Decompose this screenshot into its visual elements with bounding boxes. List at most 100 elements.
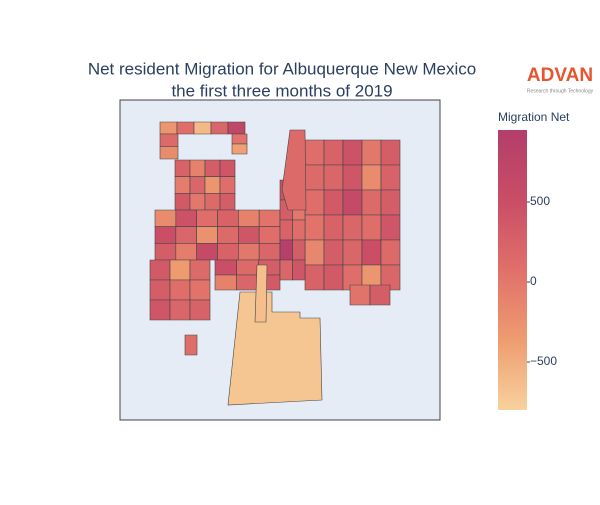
region	[342, 164, 363, 191]
region	[227, 121, 246, 135]
region	[349, 284, 371, 306]
region	[258, 243, 281, 261]
region	[258, 226, 281, 244]
region	[174, 193, 191, 211]
region	[175, 243, 197, 261]
region	[196, 226, 218, 244]
region	[169, 279, 191, 301]
region	[189, 259, 211, 281]
region	[175, 226, 197, 244]
region	[196, 243, 218, 261]
logo: ADVAN	[527, 65, 593, 86]
region	[323, 264, 344, 291]
region	[236, 259, 259, 276]
region	[196, 209, 218, 227]
region	[380, 239, 401, 266]
region	[227, 291, 323, 406]
region	[342, 214, 363, 241]
region	[189, 193, 206, 211]
region	[361, 239, 382, 266]
region	[323, 189, 344, 216]
colorbar-tick-label: 0	[530, 274, 537, 288]
region	[304, 239, 325, 266]
region	[214, 274, 237, 291]
region	[292, 259, 306, 281]
region	[154, 209, 177, 227]
region	[189, 299, 211, 321]
region	[361, 164, 382, 191]
chart-title: the first three months of 2019	[171, 81, 392, 100]
region	[380, 189, 401, 216]
region	[219, 159, 236, 177]
region	[169, 299, 191, 321]
region	[204, 176, 221, 194]
region	[184, 334, 198, 356]
region	[219, 193, 236, 211]
colorbar-tick-label: 500	[530, 194, 550, 208]
region	[189, 176, 206, 194]
region	[217, 226, 239, 244]
region	[380, 214, 401, 241]
region	[204, 159, 221, 177]
region	[238, 226, 260, 244]
region	[189, 279, 211, 301]
region	[279, 239, 293, 261]
region	[369, 284, 391, 306]
region	[323, 214, 344, 241]
region	[292, 239, 306, 261]
region	[238, 209, 260, 227]
region	[231, 143, 248, 155]
colorbar-tick-label: −500	[530, 354, 557, 368]
chart-title: Net resident Migration for Albuquerque N…	[88, 59, 476, 78]
region	[154, 226, 177, 244]
logo-tagline: Research through Technology	[527, 88, 594, 94]
region	[174, 159, 191, 177]
region	[323, 139, 344, 166]
region	[342, 239, 363, 266]
region	[323, 164, 344, 191]
region	[238, 243, 260, 261]
region	[175, 209, 197, 227]
region	[279, 219, 293, 241]
region	[279, 259, 293, 281]
region	[217, 243, 239, 261]
region	[361, 139, 382, 166]
region	[361, 189, 382, 216]
region	[304, 139, 325, 166]
colorbar	[498, 130, 527, 410]
region	[323, 239, 344, 266]
region	[210, 121, 229, 135]
colorbar-title: Migration Net	[498, 110, 570, 124]
region	[159, 133, 179, 147]
region	[149, 259, 171, 281]
region	[304, 164, 325, 191]
region	[217, 209, 239, 227]
region	[219, 176, 236, 194]
region	[380, 264, 401, 291]
region	[149, 299, 171, 321]
region	[380, 139, 401, 166]
region	[342, 139, 363, 166]
region	[189, 159, 206, 177]
region	[342, 189, 363, 216]
region	[258, 209, 281, 227]
region	[304, 189, 325, 216]
region	[236, 274, 259, 291]
region	[176, 121, 195, 135]
region	[159, 146, 179, 160]
region	[204, 193, 221, 211]
region	[254, 264, 268, 323]
region	[159, 121, 178, 135]
region	[154, 243, 177, 261]
region	[304, 214, 325, 241]
region	[231, 133, 248, 145]
region	[174, 176, 191, 194]
regions	[149, 121, 401, 406]
region	[193, 121, 212, 135]
region	[304, 264, 325, 291]
region	[149, 279, 171, 301]
region	[380, 164, 401, 191]
region	[214, 259, 237, 276]
region	[281, 129, 307, 211]
